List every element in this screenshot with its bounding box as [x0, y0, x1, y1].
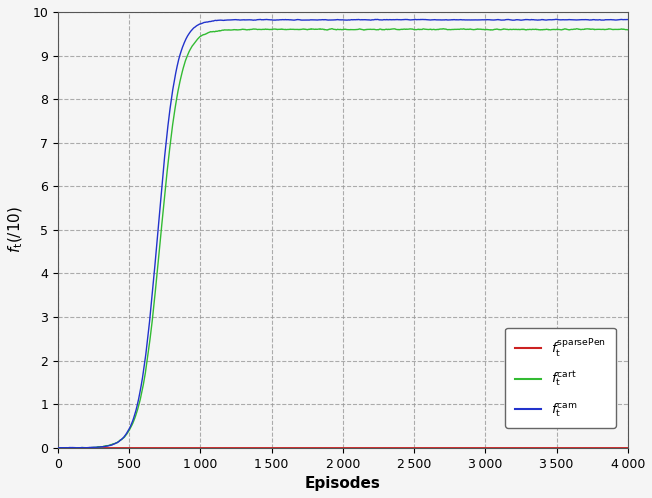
X-axis label: Episodes: Episodes	[305, 476, 381, 491]
Legend: $f_{\mathrm{t}}^{\mathrm{sparsePen}}$, $f_{\mathrm{t}}^{\mathrm{cart}}$, $f_{\ma: $f_{\mathrm{t}}^{\mathrm{sparsePen}}$, $…	[505, 328, 615, 428]
Y-axis label: $f_{\mathrm{t}}(/10)$: $f_{\mathrm{t}}(/10)$	[7, 206, 25, 253]
